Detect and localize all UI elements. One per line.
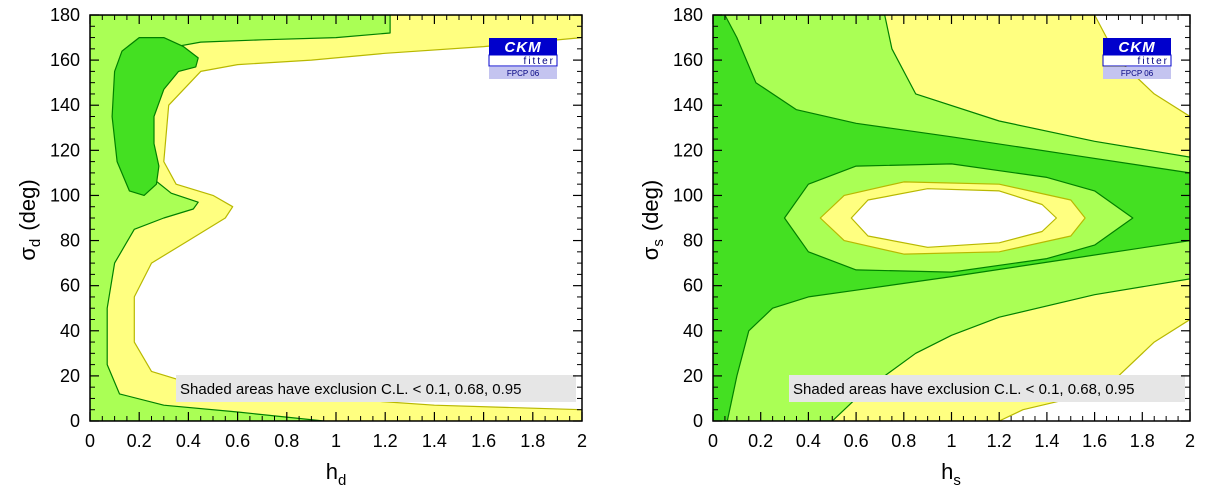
right-y-tick-label: 180 bbox=[673, 5, 703, 25]
left-x-tick-label: 1.4 bbox=[422, 431, 447, 451]
right-x-tick-label: 0.4 bbox=[796, 431, 821, 451]
right-y-tick-label: 160 bbox=[673, 50, 703, 70]
right-logo-main-box bbox=[1103, 38, 1171, 55]
left-y-tick-label: 140 bbox=[50, 95, 80, 115]
left-contour-panel: Shaded areas have exclusion C.L. < 0.1, … bbox=[15, 5, 587, 489]
right-axes: 0 0.2 0.4 0.6 0.8 1 1.2 1.4 1.6 1.8 20204060801001… bbox=[673, 5, 1195, 451]
left-note-text: Shaded areas have exclusion C.L. < 0.1, … bbox=[180, 381, 521, 398]
left-y-label-unit: (deg) bbox=[15, 179, 40, 230]
right-x-tick-label: 1.8 bbox=[1130, 431, 1155, 451]
left-regions bbox=[90, 15, 582, 421]
left-note-background bbox=[176, 375, 576, 402]
left-axes: 0 0.2 0.4 0.6 0.8 1 1.2 1.4 1.6 1.8 20204060801001… bbox=[50, 5, 587, 451]
right-x-tick-label: 1 bbox=[946, 431, 956, 451]
left-y-label-symbol: σ bbox=[15, 247, 40, 261]
left-x-tick-label: 0.6 bbox=[225, 431, 250, 451]
left-logo-sub-box bbox=[488, 54, 558, 67]
left-x-label-subscript: d bbox=[338, 472, 346, 489]
right-logo-sub-text: fitter bbox=[1138, 56, 1169, 67]
left-logo-sub-text: fitter bbox=[524, 56, 555, 67]
left-x-tick-label: 0.2 bbox=[127, 431, 152, 451]
right-note-text: Shaded areas have exclusion C.L. < 0.1, … bbox=[793, 381, 1134, 398]
left-x-tick-label: 0 bbox=[85, 431, 95, 451]
left-logo-main-text: CKM bbox=[504, 39, 541, 56]
left-logo-main-box bbox=[489, 38, 557, 55]
right-x-axis-label: hs bbox=[941, 459, 961, 489]
right-ckm-logo: CKM fitter FPCP 06 bbox=[1102, 38, 1172, 79]
left-ckm-logo: CKM fitter FPCP 06 bbox=[488, 38, 558, 79]
left-logo-tag-box bbox=[489, 67, 557, 79]
left-x-tick-label: 1.2 bbox=[373, 431, 398, 451]
left-y-tick-label: 100 bbox=[50, 185, 80, 205]
left-x-tick-label: 2 bbox=[577, 431, 587, 451]
right-y-label-unit: (deg) bbox=[638, 180, 663, 231]
left-x-axis-label: hd bbox=[326, 459, 347, 489]
right-y-label-subscript: s bbox=[650, 239, 667, 247]
left-x-tick-label: 0.4 bbox=[176, 431, 201, 451]
left-y-axis-label: σd (deg) bbox=[15, 179, 44, 260]
right-contour-panel: Shaded areas have exclusion C.L. < 0.1, … bbox=[638, 5, 1195, 489]
right-x-tick-label: 1.6 bbox=[1082, 431, 1107, 451]
right-y-tick-label: 60 bbox=[683, 276, 703, 296]
right-y-axis-label: σs (deg) bbox=[638, 180, 667, 260]
right-y-tick-label: 20 bbox=[683, 366, 703, 386]
left-y-tick-label: 80 bbox=[60, 231, 80, 251]
right-regions bbox=[713, 15, 1190, 421]
left-y-tick-label: 20 bbox=[60, 366, 80, 386]
right-note-background bbox=[789, 375, 1185, 402]
right-x-label-subscript: s bbox=[953, 472, 961, 489]
right-x-tick-label: 0.2 bbox=[748, 431, 773, 451]
left-logo-tag-text: FPCP 06 bbox=[507, 69, 540, 78]
left-y-tick-label: 60 bbox=[60, 276, 80, 296]
right-y-tick-label: 120 bbox=[673, 140, 703, 160]
right-inner-allowed-hole bbox=[850, 188, 1058, 248]
left-x-tick-label: 0.8 bbox=[274, 431, 299, 451]
left-y-tick-label: 120 bbox=[50, 140, 80, 160]
left-x-tick-label: 1.8 bbox=[520, 431, 545, 451]
right-x-tick-label: 1.2 bbox=[987, 431, 1012, 451]
right-y-tick-label: 140 bbox=[673, 95, 703, 115]
right-x-tick-label: 0.8 bbox=[891, 431, 916, 451]
left-y-tick-label: 0 bbox=[70, 411, 80, 431]
right-logo-tag-box bbox=[1103, 67, 1171, 79]
left-y-tick-label: 40 bbox=[60, 321, 80, 341]
left-cl-01-region bbox=[111, 36, 199, 196]
right-y-tick-label: 40 bbox=[683, 321, 703, 341]
right-x-tick-label: 1.4 bbox=[1034, 431, 1059, 451]
right-y-tick-label: 80 bbox=[683, 231, 703, 251]
left-x-tick-label: 1.6 bbox=[471, 431, 496, 451]
right-note-box: Shaded areas have exclusion C.L. < 0.1, … bbox=[789, 375, 1185, 402]
left-y-tick-label: 180 bbox=[50, 5, 80, 25]
right-x-tick-label: 2 bbox=[1185, 431, 1195, 451]
right-logo-tag-text: FPCP 06 bbox=[1121, 69, 1154, 78]
right-y-tick-label: 100 bbox=[673, 185, 703, 205]
right-x-tick-label: 0 bbox=[708, 431, 718, 451]
left-y-label-subscript: d bbox=[27, 239, 44, 247]
right-x-label-symbol: h bbox=[941, 459, 953, 484]
right-y-label-symbol: σ bbox=[638, 246, 663, 260]
right-y-tick-label: 0 bbox=[693, 411, 703, 431]
right-logo-sub-box bbox=[1102, 54, 1172, 67]
left-x-tick-label: 1 bbox=[331, 431, 341, 451]
left-x-label-symbol: h bbox=[326, 459, 338, 484]
right-logo-main-text: CKM bbox=[1118, 39, 1155, 56]
left-y-tick-label: 160 bbox=[50, 50, 80, 70]
right-x-tick-label: 0.6 bbox=[844, 431, 869, 451]
left-note-box: Shaded areas have exclusion C.L. < 0.1, … bbox=[176, 375, 576, 402]
